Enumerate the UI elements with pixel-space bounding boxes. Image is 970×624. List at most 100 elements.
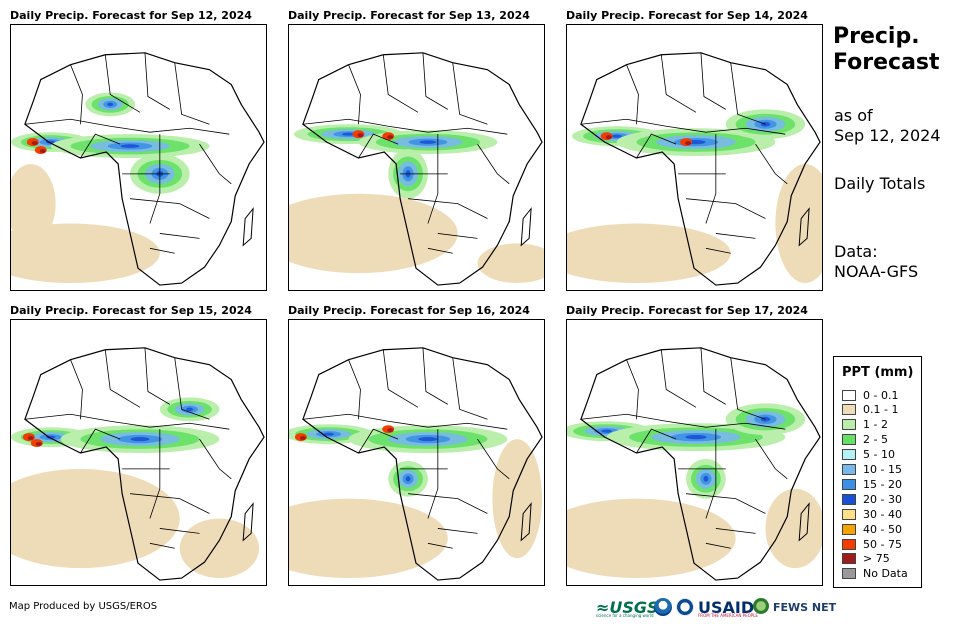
country-border [477,438,510,480]
country-border [626,359,639,420]
legend-swatch [842,553,856,565]
doi-seal-icon [676,598,694,616]
legend-item: 30 - 40 [842,507,902,521]
country-border [80,133,121,159]
legend-label: 40 - 50 [863,522,902,536]
legend-swatch [842,538,856,550]
usaid-logo: USAID [698,598,755,617]
precip-blob [289,193,458,274]
legend-swatch [842,449,856,461]
country-border [408,198,488,219]
madagascar-outline [242,502,254,542]
africa-map [567,52,822,286]
legend-item: 15 - 20 [842,477,902,491]
precip-blob [765,488,822,569]
legend-item: 50 - 75 [842,537,902,551]
precip-blob [120,144,140,148]
country-border [437,233,478,239]
coastline [580,52,821,286]
legend-label: 15 - 20 [863,477,902,491]
precip-blob [567,498,736,579]
country-border [302,413,508,430]
country-border [705,429,717,519]
country-border [348,64,361,125]
precip-blob [567,223,731,284]
country-border [408,493,488,514]
country-border [144,52,170,110]
totals-text: Daily Totals [834,174,926,193]
precip-map [10,319,267,586]
country-border [427,429,439,519]
legend-label: 5 - 10 [863,448,895,462]
precip-blob [130,437,150,442]
country-border [686,198,766,219]
legend-swatch [842,404,856,416]
legend-item: 1 - 2 [842,418,888,432]
legend-label: > 75 [863,552,890,566]
data-source-value: NOAA-GFS [834,262,919,281]
precip-blob [27,436,34,441]
legend-label: 1 - 2 [863,418,888,432]
precip-blob [357,133,364,138]
legend-label: 10 - 15 [863,463,902,476]
country-border [437,528,478,534]
fews-net-logo: FEWS NET [773,601,837,614]
precip-blob [405,476,411,482]
madagascar-outline [242,207,254,247]
country-border [144,347,170,405]
precip-blob [289,498,448,579]
usgs-tagline: science for a changing world [596,613,654,618]
product-title: Precip. Forecast [833,24,940,76]
precip-blob [323,432,335,436]
legend-item: No Data [842,567,908,581]
precip-map [288,319,545,586]
precip-blob [11,468,180,569]
country-border [730,62,766,125]
africa-map [567,347,822,581]
africa-map [11,52,265,286]
country-border [715,528,756,534]
legend-item: 10 - 15 [842,463,902,477]
country-border [24,118,230,135]
coastline [302,52,543,286]
madagascar-outline [798,502,810,542]
precip-blob [703,475,709,482]
country-border [580,118,786,135]
precip-blob [11,223,160,284]
legend-swatch [842,493,856,505]
precip-blob [341,132,356,136]
coastline [24,52,265,286]
fews-globe-icon [753,598,769,614]
legend-swatch [842,478,856,490]
precip-blob [601,429,613,433]
country-border [382,54,419,113]
precip-blob [775,163,822,284]
country-border [130,198,210,219]
panel-title: Daily Precip. Forecast for Sep 14, 2024 [566,9,808,22]
legend-label: 0 - 0.1 [863,388,899,402]
as-of-label: as of [834,106,873,125]
country-border [705,134,717,224]
precip-blob [31,141,38,146]
precip-map [10,24,267,291]
country-border [149,247,175,254]
precip-blob [387,428,394,433]
country-border [626,64,639,125]
country-border [130,493,210,514]
precip-blob [685,435,707,440]
data-source-label: Data: [834,242,878,261]
precip-blob [611,134,622,138]
product-title-line1: Precip. [833,24,920,49]
country-border [174,357,210,420]
usgs-logo: ≈USGS [596,598,659,617]
country-border [422,347,448,405]
country-border [705,247,731,254]
legend-swatch [842,568,856,580]
legend-label: 30 - 40 [863,507,902,521]
madagascar-outline [520,502,532,542]
country-border [149,134,161,224]
precip-blob [35,442,42,447]
country-border [755,438,788,480]
precip-blob [605,135,612,140]
